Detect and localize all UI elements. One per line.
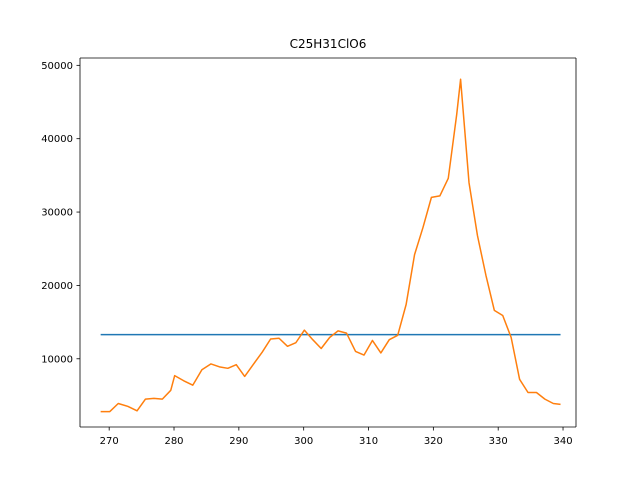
x-tick-label: 340 bbox=[553, 436, 572, 447]
x-tick-label: 320 bbox=[424, 436, 443, 447]
x-tick-label: 330 bbox=[489, 436, 508, 447]
series-line-1 bbox=[100, 78, 561, 413]
y-tick-label: 10000 bbox=[41, 354, 73, 365]
plot-area: 270 280 290 300 310 320 330 340 10000 20000 30000 4… bbox=[41, 57, 577, 447]
x-tick-label: 280 bbox=[164, 436, 183, 447]
x-tick-label: 300 bbox=[294, 436, 313, 447]
y-tick-label: 20000 bbox=[41, 281, 73, 292]
x-tick-label: 310 bbox=[359, 436, 378, 447]
y-tick-label: 40000 bbox=[41, 134, 73, 145]
x-tick-label: 270 bbox=[100, 436, 119, 447]
x-tick-label: 290 bbox=[229, 436, 248, 447]
y-tick-label: 30000 bbox=[41, 208, 73, 219]
y-tick-label: 50000 bbox=[41, 61, 73, 72]
chart-title: C25H31ClO6 bbox=[290, 37, 367, 51]
